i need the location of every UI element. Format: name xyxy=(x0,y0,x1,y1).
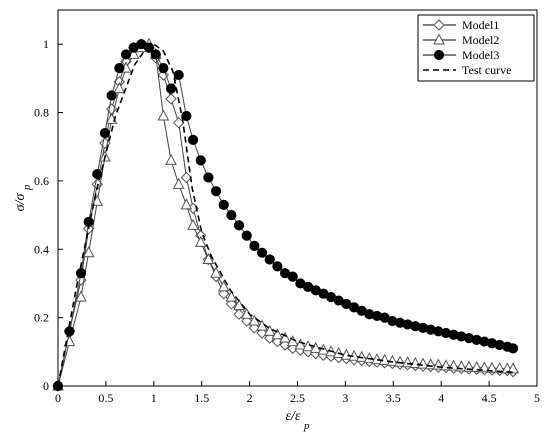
x-tick-label: 3 xyxy=(342,391,348,405)
legend-label: Model1 xyxy=(462,18,499,32)
data-point-model3 xyxy=(187,134,199,145)
series-line-test-curve xyxy=(57,43,514,387)
data-point-model2 xyxy=(194,235,207,247)
legend-item-model3: Model3 xyxy=(423,48,499,62)
y-axis-title-main: σ/σ xyxy=(13,193,28,212)
data-point-model2 xyxy=(294,338,307,350)
data-point-model2 xyxy=(263,324,276,336)
series-model3 xyxy=(52,39,519,392)
x-axis-title: ε/ε p xyxy=(286,409,310,432)
series-layer xyxy=(52,37,519,392)
y-tick-label: 0.4 xyxy=(34,242,49,256)
y-tick-label: 0.8 xyxy=(34,106,49,120)
data-point-model2 xyxy=(127,47,140,59)
data-point-model3 xyxy=(249,240,260,251)
data-point-model3 xyxy=(264,254,275,265)
data-point-model2 xyxy=(279,331,291,343)
data-point-model3 xyxy=(114,63,125,74)
data-point-model2 xyxy=(113,82,126,94)
data-point-model2 xyxy=(180,198,193,210)
y-tick-label: 1 xyxy=(43,37,49,51)
data-point-model3 xyxy=(99,127,111,139)
y-tick-label: 0 xyxy=(43,379,49,393)
legend-label: Model3 xyxy=(462,48,499,62)
data-point-model1 xyxy=(180,171,193,184)
data-point-model3 xyxy=(233,220,245,231)
x-tick-label: 5 xyxy=(534,391,540,405)
legend-label: Model2 xyxy=(462,33,499,47)
x-tick-label: 1.5 xyxy=(194,391,209,405)
data-point-model3 xyxy=(158,63,169,74)
legend-label: Test curve xyxy=(462,63,511,77)
y-tick-label: 0.2 xyxy=(34,311,49,325)
legend-swatch-marker xyxy=(433,19,445,31)
y-axis-title: σ/σ p xyxy=(13,184,33,211)
data-point-model1 xyxy=(165,93,177,105)
data-point-model2 xyxy=(371,353,383,365)
data-point-model3 xyxy=(203,172,214,183)
data-point-model3 xyxy=(226,209,237,221)
y-tick-label: 0.6 xyxy=(34,174,49,188)
x-axis-title-main: ε/ε xyxy=(286,409,301,424)
legend-item-model1: Model1 xyxy=(423,18,499,32)
data-point-model2 xyxy=(165,153,177,165)
data-point-model1 xyxy=(233,308,245,320)
data-point-model2 xyxy=(507,362,519,374)
data-point-model2 xyxy=(493,361,506,374)
legend-item-model2: Model2 xyxy=(423,33,499,47)
data-point-model2 xyxy=(271,328,284,340)
data-point-model2 xyxy=(187,218,199,230)
data-point-model3 xyxy=(106,90,117,101)
data-point-model2 xyxy=(386,354,399,366)
data-point-model3 xyxy=(195,155,206,166)
data-point-model3 xyxy=(507,343,519,354)
data-point-model2 xyxy=(309,341,322,353)
data-point-model3 xyxy=(210,186,222,197)
data-point-model2 xyxy=(225,290,238,302)
data-point-model2 xyxy=(210,266,222,278)
data-point-model3 xyxy=(75,268,87,279)
data-point-model3 xyxy=(272,261,283,272)
data-point-model2 xyxy=(340,348,353,360)
series-test-curve xyxy=(57,43,514,387)
x-tick-label: 4.5 xyxy=(482,391,497,405)
legend-swatch-marker xyxy=(433,33,445,45)
legend-item-test-curve: Test curve xyxy=(423,63,511,77)
data-point-model3 xyxy=(218,199,229,210)
data-point-model2 xyxy=(82,246,95,258)
data-point-model2 xyxy=(157,109,170,121)
data-point-model3 xyxy=(165,83,177,94)
data-point-model3 xyxy=(241,230,252,241)
data-point-model3 xyxy=(256,247,268,258)
x-tick-label: 2.5 xyxy=(290,391,305,405)
y-axis-title-sub: p xyxy=(21,184,33,191)
x-tick-label: 2 xyxy=(247,391,253,405)
data-point-model3 xyxy=(173,69,184,81)
x-tick-label: 1 xyxy=(151,391,157,405)
data-point-model3 xyxy=(287,271,298,282)
data-point-model3 xyxy=(64,326,75,337)
x-tick-label: 0 xyxy=(55,391,61,405)
data-point-model2 xyxy=(75,290,87,302)
data-point-model2 xyxy=(172,177,185,189)
data-point-model3 xyxy=(120,49,132,60)
x-axis-title-sub: p xyxy=(303,420,310,432)
x-tick-label: 0.5 xyxy=(98,391,113,405)
x-tick-label: 4 xyxy=(438,391,444,405)
legend-swatch-marker xyxy=(433,49,445,61)
data-point-model3 xyxy=(150,49,161,60)
data-point-model3 xyxy=(181,110,192,122)
data-point-model2 xyxy=(91,194,104,206)
x-tick-label: 3.5 xyxy=(386,391,401,405)
data-point-model2 xyxy=(202,252,215,265)
data-point-model2 xyxy=(217,280,230,292)
